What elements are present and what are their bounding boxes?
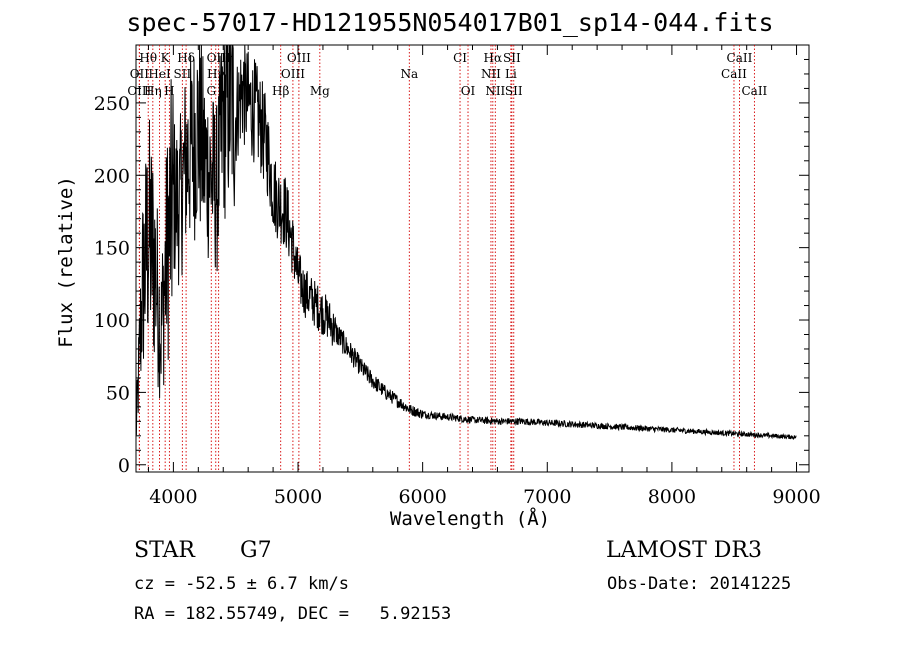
spectral-line-label: NII — [481, 67, 501, 81]
redshift-readout: cz = -52.5 ± 6.7 km/s — [134, 574, 349, 594]
spectral-line-label: CaII — [721, 67, 747, 81]
spectral-line-label: CI — [453, 51, 467, 65]
spectral-line-label: H — [164, 84, 174, 98]
spectral-line-label: NII — [485, 84, 505, 98]
y-tick-label: 50 — [106, 382, 130, 404]
spectral-line-label: CaII — [727, 51, 753, 65]
spectral-line-label: OIII — [281, 67, 305, 81]
axis-ticks-layer: 4000 5000 6000 7000 8000 9000 0 50 100 150 200 250 — [94, 45, 821, 508]
spectral-line-label: OIII — [287, 51, 311, 65]
spectral-line-label: CaII — [741, 84, 767, 98]
coordinates-readout: RA = 182.55749, DEC = 5.92153 — [134, 604, 452, 624]
survey-name: LAMOST DR3 — [606, 538, 762, 563]
x-tick-label: 4000 — [149, 486, 197, 508]
spectral-line-label: SII — [503, 51, 521, 65]
x-tick-label: 7000 — [523, 486, 571, 508]
x-tick-label: 6000 — [398, 486, 446, 508]
y-tick-label: 150 — [94, 238, 130, 260]
spectral-line-label: Na — [400, 67, 418, 81]
spectral-line-label: Hα — [484, 51, 503, 65]
spectral-line-label: SII — [505, 84, 523, 98]
spectral-line-label: Hη — [144, 84, 162, 98]
x-tick-label: 8000 — [648, 486, 696, 508]
spectral-line-label: Hθ — [139, 51, 157, 65]
flux-series-line — [135, 44, 797, 440]
y-tick-label: 250 — [94, 93, 130, 115]
spectral-lines-layer — [138, 45, 755, 472]
x-tick-label: 9000 — [772, 486, 820, 508]
spectral-line-label: K — [161, 51, 171, 65]
y-tick-label: 0 — [118, 455, 130, 477]
spectral-line-label: HeI — [148, 67, 171, 81]
series-layer — [135, 44, 797, 440]
y-tick-label: 100 — [94, 310, 130, 332]
spectral-line-label: Hδ — [177, 51, 195, 65]
spectral-line-label: Li — [505, 67, 517, 81]
chart-title: spec-57017-HD121955N054017B01_sp14-044.f… — [126, 8, 774, 37]
spectral-line-label: OI — [461, 84, 476, 98]
y-tick-label: 200 — [94, 165, 130, 187]
object-subclass: G7 — [240, 538, 272, 563]
spectral-line-label: Mg — [310, 84, 330, 98]
spectral-line-label: G — [206, 84, 216, 98]
object-class: STAR — [134, 538, 195, 563]
x-tick-label: 5000 — [274, 486, 322, 508]
y-axis-label: Flux (relative) — [55, 176, 77, 348]
x-axis-label: Wavelength (Å) — [389, 508, 551, 530]
spectral-line-label: Hβ — [272, 84, 289, 98]
spectral-line-label: SII — [174, 67, 192, 81]
spectral-line-label: OIII — [127, 84, 151, 98]
obs-date-readout: Obs-Date: 20141225 — [607, 574, 792, 594]
